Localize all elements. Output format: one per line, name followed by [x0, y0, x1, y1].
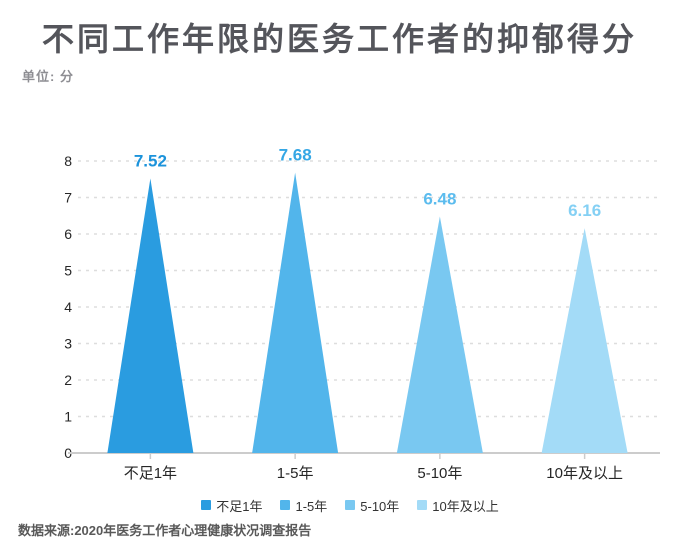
- y-tick-label: 2: [64, 372, 72, 388]
- triangle-bar-chart: 0123456787.52不足1年7.681-5年6.485-10年6.1610…: [64, 146, 660, 482]
- y-tick-label: 5: [64, 263, 72, 279]
- value-label: 7.68: [279, 146, 312, 165]
- y-tick-label: 4: [64, 299, 72, 315]
- value-label: 6.48: [423, 189, 456, 208]
- triangle-bar-4: [541, 228, 628, 453]
- chart-title: 不同工作年限的医务工作者的抑郁得分: [42, 21, 638, 57]
- x-category-label: 1-5年: [277, 465, 314, 482]
- legend-swatch-icon: [201, 500, 212, 510]
- legend-label: 1-5年: [295, 498, 328, 514]
- legend-swatch-icon: [417, 500, 428, 510]
- legend-label: 5-10年: [360, 498, 400, 514]
- chart-legend: 不足1年 1-5年 5-10年 10年及以上: [0, 496, 700, 515]
- x-category-label: 10年及以上: [546, 465, 623, 482]
- legend-item: 1-5年: [280, 496, 327, 515]
- unit-label: 单位: 分: [22, 69, 74, 84]
- y-tick-label: 7: [64, 190, 72, 206]
- legend-label: 10年及以上: [432, 498, 499, 514]
- y-tick-label: 1: [64, 409, 72, 425]
- triangle-bar-1: [107, 178, 194, 453]
- y-tick-label: 6: [64, 226, 72, 242]
- legend-item: 10年及以上: [417, 496, 499, 515]
- legend-label: 不足1年: [216, 498, 263, 514]
- legend-item: 5-10年: [345, 496, 399, 515]
- data-source-label: 数据来源:2020年医务工作者心理健康状况调查报告: [18, 523, 312, 538]
- y-tick-label: 8: [64, 153, 72, 169]
- triangle-bar-3: [396, 216, 483, 453]
- legend-swatch-icon: [280, 500, 291, 510]
- value-label: 6.16: [568, 201, 601, 220]
- y-tick-label: 3: [64, 336, 72, 352]
- legend-item: 不足1年: [201, 496, 262, 515]
- value-label: 7.52: [134, 152, 167, 171]
- legend-swatch-icon: [345, 500, 356, 510]
- x-category-label: 不足1年: [124, 465, 177, 482]
- x-category-label: 5-10年: [417, 465, 462, 482]
- triangle-bar-2: [252, 172, 339, 453]
